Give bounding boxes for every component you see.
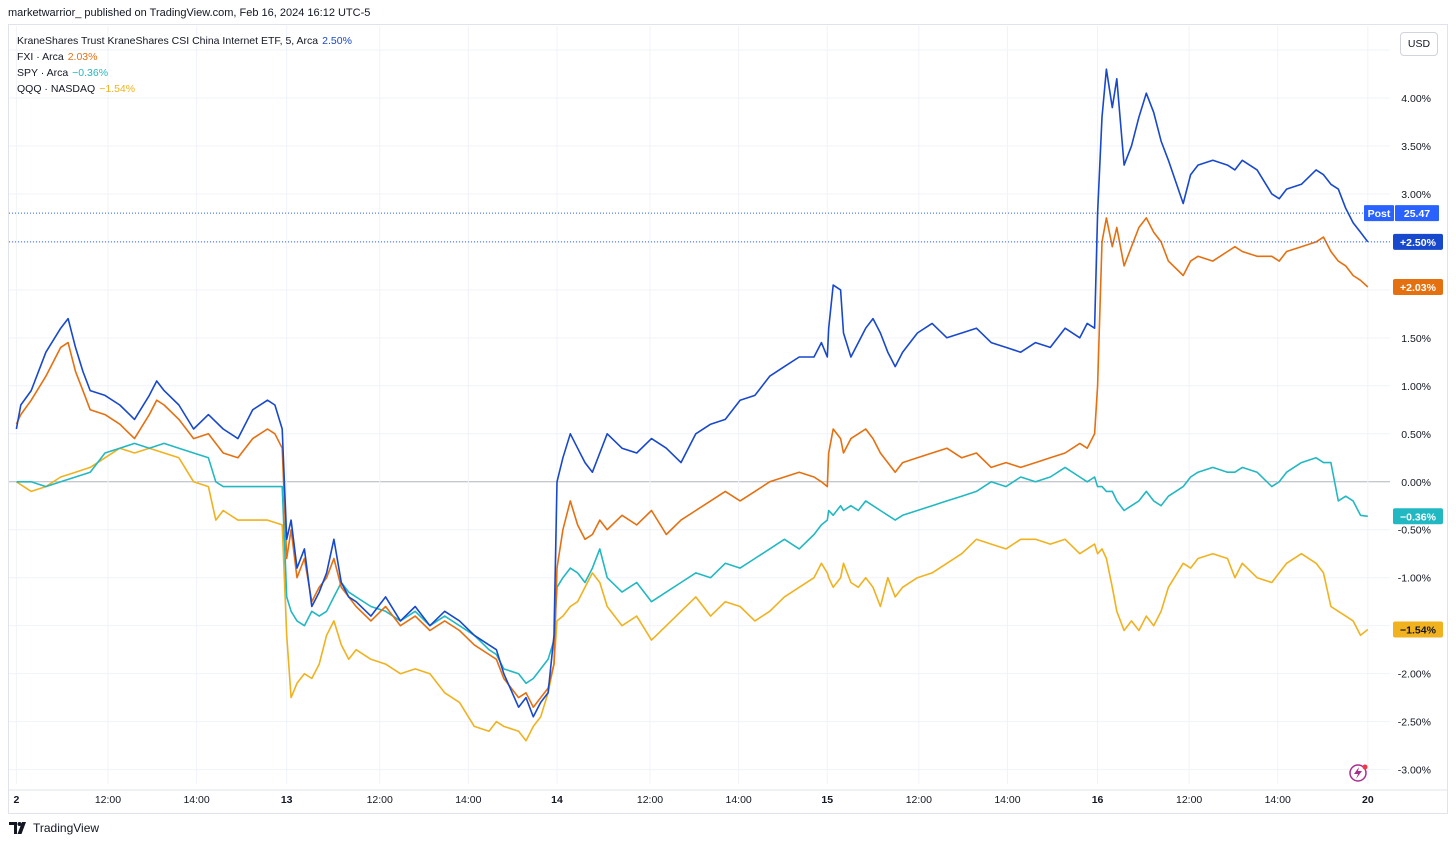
y-tick-label: 4.00% [1401,93,1431,105]
legend-series-value: 2.03% [67,51,98,63]
legend-series-name: SPY · Arca [17,67,69,79]
y-tick-label: -3.00% [1398,765,1431,777]
x-tick-label: 12:00 [95,794,121,806]
post-label: Post [1368,208,1391,220]
x-tick-label: 14:00 [455,794,481,806]
y-tick-label: -0.50% [1398,525,1431,537]
series-line-spy [16,442,1368,685]
footer: TradingView [9,821,99,835]
tag-value: −1.54% [1400,625,1437,637]
post-label-bg [1364,205,1394,222]
published-line: marketwarrior_ published on TradingView.… [8,7,371,19]
post-value: 25.47 [1404,208,1430,220]
series-line-fxi [15,217,1369,708]
legend-series-name: FXI · Arca [17,51,64,63]
x-tick-label: 14:00 [726,794,752,806]
last-value-tag-spy: −0.36% [1393,508,1443,525]
x-tick-label: 12:00 [637,794,663,806]
legend-row-qqq[interactable]: QQQ · NASDAQ −1.54% [17,81,352,97]
lightning-icon-dot [1362,764,1368,770]
tag-bg [1393,278,1443,295]
y-tick-label: -2.00% [1398,669,1431,681]
x-tick-label: 12:00 [1176,794,1202,806]
legend-row-fxi[interactable]: FXI · Arca 2.03% [17,49,352,65]
x-tick-label: 20 [1362,794,1374,806]
y-tick-label: -2.50% [1398,717,1431,729]
tag-value: +2.50% [1400,237,1437,249]
footer-brand: TradingView [33,821,100,835]
y-tick-label: 1.50% [1401,333,1431,345]
legend: KraneShares Trust KraneShares CSI China … [17,33,352,97]
x-tick-label: 13 [281,794,293,806]
lightning-icon[interactable] [1349,764,1368,782]
tag-bg [1393,621,1443,638]
tradingview-logo-icon [9,822,26,834]
y-tick-label: 0.00% [1401,477,1431,489]
post-price-tag: Post 25.47 [1364,205,1439,222]
x-tick-label: 14:00 [183,794,209,806]
y-tick-label: 1.00% [1401,381,1431,393]
series-line-kweb [15,68,1369,718]
x-tick-label: 14 [551,794,563,806]
x-tick-label: 14:00 [994,794,1020,806]
tag-bg [1393,233,1443,250]
x-tick-label: 12:00 [906,794,932,806]
legend-series-value: −0.36% [72,67,109,79]
legend-series-name: QQQ · NASDAQ [17,83,96,95]
currency-button[interactable]: USD [1400,32,1438,56]
chart-frame [8,24,1448,814]
x-tick-label: 2 [13,794,19,806]
legend-series-value: −1.54% [99,83,136,95]
last-value-tag-fxi: +2.03% [1393,278,1443,295]
legend-row-spy[interactable]: SPY · Arca −0.36% [17,65,352,81]
x-tick-label: 12:00 [367,794,393,806]
lightning-icon-ring [1349,764,1367,782]
x-tick-label: 15 [821,794,833,806]
tag-bg [1393,508,1443,525]
y-tick-label: 3.50% [1401,141,1431,153]
lightning-icon-bolt [1354,767,1362,779]
y-tick-label: 3.00% [1401,189,1431,201]
y-tick-label: -1.00% [1398,573,1431,585]
legend-series-value: 2.50% [322,35,352,47]
series-line-qqq [15,447,1369,742]
x-tick-label: 16 [1092,794,1104,806]
last-value-tag-qqq: −1.54% [1393,621,1443,638]
tag-value: +2.03% [1400,282,1437,294]
last-value-tag-kweb: +2.50% [1393,233,1443,250]
tag-value: −0.36% [1400,511,1437,523]
x-tick-label: 14:00 [1265,794,1291,806]
y-tick-label: 0.50% [1401,429,1431,441]
legend-row-kweb[interactable]: KraneShares Trust KraneShares CSI China … [17,33,352,49]
legend-series-name: KraneShares Trust KraneShares CSI China … [17,35,319,47]
post-value-bg [1395,205,1439,222]
